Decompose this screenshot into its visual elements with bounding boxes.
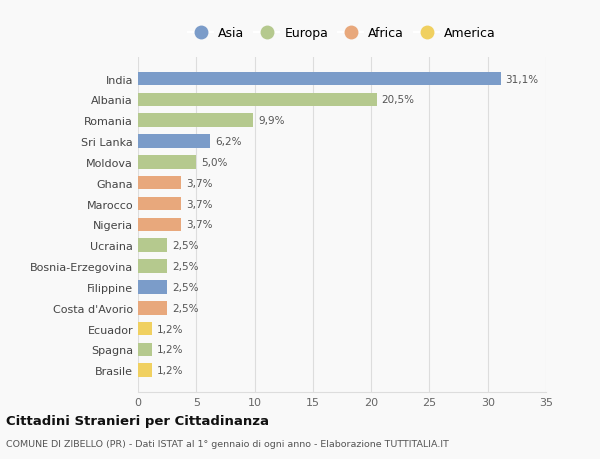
Text: 2,5%: 2,5% [172,262,199,271]
Text: 1,2%: 1,2% [157,345,183,355]
Text: 1,2%: 1,2% [157,324,183,334]
Bar [138,239,167,252]
Bar [138,114,253,128]
Text: 2,5%: 2,5% [172,303,199,313]
Bar [138,301,167,315]
Text: 3,7%: 3,7% [186,199,212,209]
Bar [138,135,210,149]
Bar [138,156,196,169]
Text: 20,5%: 20,5% [382,95,415,105]
Bar [138,93,377,107]
Text: 1,2%: 1,2% [157,365,183,375]
Text: 2,5%: 2,5% [172,241,199,251]
Bar [138,280,167,294]
Text: 9,9%: 9,9% [258,116,284,126]
Text: 3,7%: 3,7% [186,220,212,230]
Text: 6,2%: 6,2% [215,137,241,147]
Legend: Asia, Europa, Africa, America: Asia, Europa, Africa, America [184,23,500,44]
Text: Cittadini Stranieri per Cittadinanza: Cittadini Stranieri per Cittadinanza [6,414,269,428]
Bar [138,197,181,211]
Bar [138,364,152,377]
Text: COMUNE DI ZIBELLO (PR) - Dati ISTAT al 1° gennaio di ogni anno - Elaborazione TU: COMUNE DI ZIBELLO (PR) - Dati ISTAT al 1… [6,439,449,448]
Bar [138,343,152,357]
Text: 2,5%: 2,5% [172,282,199,292]
Bar [138,218,181,232]
Bar [138,260,167,273]
Text: 3,7%: 3,7% [186,179,212,188]
Bar [138,322,152,336]
Text: 31,1%: 31,1% [505,74,538,84]
Bar [138,73,500,86]
Text: 5,0%: 5,0% [201,157,227,168]
Bar [138,177,181,190]
